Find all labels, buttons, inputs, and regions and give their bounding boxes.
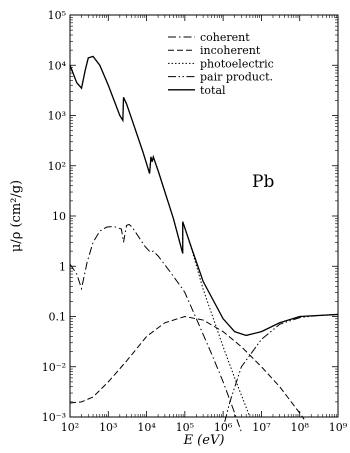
x-tick-label: 10²: [61, 421, 79, 434]
legend-label: photoelectric: [200, 57, 274, 70]
y-tick-label: 0.1: [49, 311, 67, 324]
y-tick-label: 10²: [48, 160, 66, 173]
y-tick-label: 10⁵: [48, 9, 66, 22]
y-tick-label: 10⁻²: [42, 361, 66, 374]
x-tick-label: 10⁵: [176, 421, 194, 434]
y-tick-label: 10: [52, 210, 66, 223]
x-tick-label: 10³: [99, 421, 117, 434]
axis-ticks: 10² 10³ 10⁴ 10⁵ 10⁶ 10⁷ 10⁸ 10⁹ 10⁻³ 10⁻² 0.1 1 10 10…: [42, 9, 348, 434]
series-line-pair-product: [224, 313, 339, 422]
y-tick-label: 1: [59, 260, 66, 273]
series-line-total: [69, 55, 339, 337]
series-line-coherent: [69, 223, 242, 433]
legend-label: incoherent: [200, 44, 261, 57]
y-tick-label: 10⁻³: [42, 411, 66, 424]
legend-label: total: [200, 84, 226, 97]
legend-label: pair product.: [200, 71, 273, 84]
x-tick-label: 10⁷: [252, 421, 271, 434]
series-lines: [69, 55, 339, 433]
y-tick-label: 10³: [48, 110, 66, 123]
y-tick-label: 10⁴: [48, 59, 67, 72]
x-axis-label: E (eV): [183, 433, 225, 448]
legend-label: coherent: [200, 31, 250, 44]
annotation-label: Pb: [252, 172, 274, 192]
series-line-incoherent: [69, 315, 305, 420]
x-tick-label: 10⁶: [214, 421, 233, 434]
x-tick-label: 10⁸: [291, 421, 310, 434]
x-tick-label: 10⁹: [329, 421, 348, 434]
y-axis-label: μ/ρ (cm²/g): [9, 180, 24, 252]
x-tick-label: 10⁴: [137, 421, 156, 434]
